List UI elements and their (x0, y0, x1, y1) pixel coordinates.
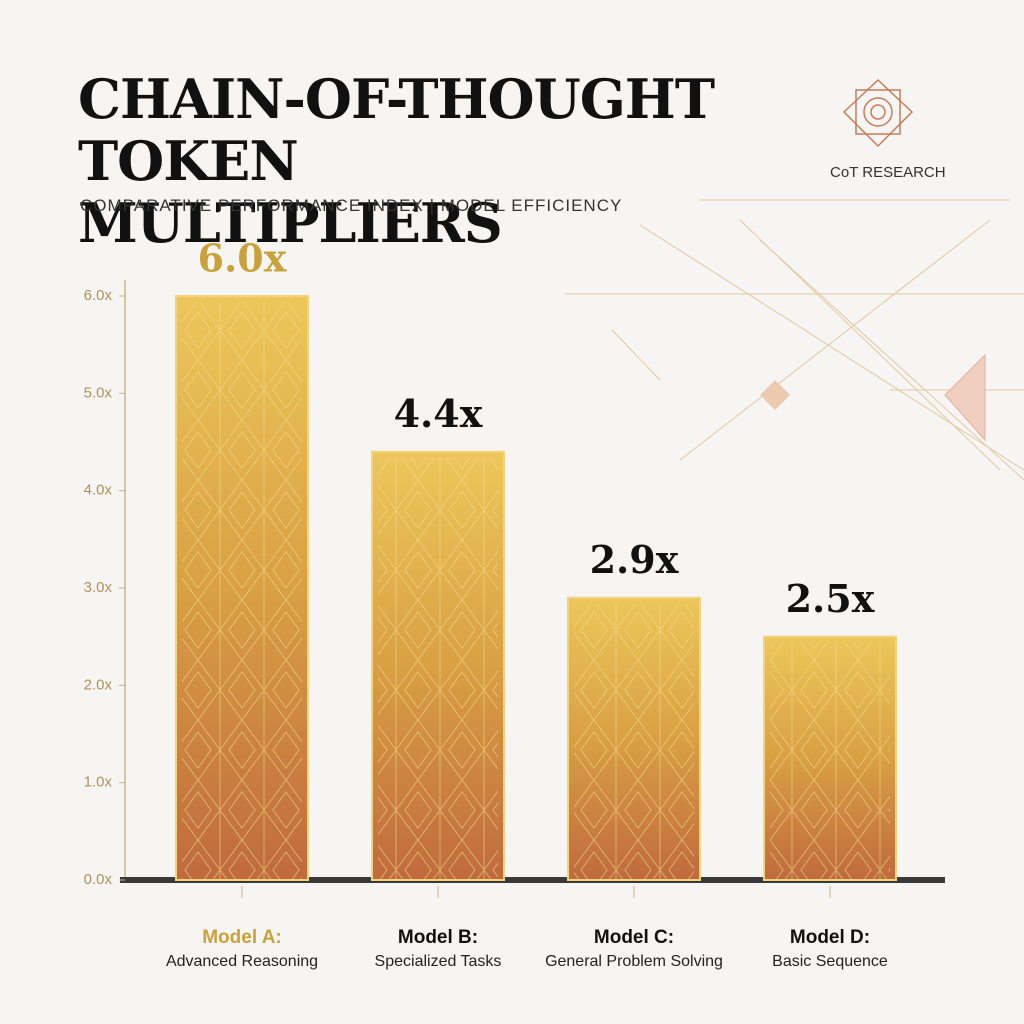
value-label: 2.9x (590, 537, 679, 582)
y-tick-label: 3.0x (84, 579, 113, 596)
y-tick-label: 1.0x (84, 774, 113, 791)
value-label: 2.5x (786, 576, 875, 621)
y-tick-label: 5.0x (84, 384, 113, 401)
y-tick-label: 2.0x (84, 676, 113, 693)
category-description: Advanced Reasoning (166, 953, 318, 970)
bar-pattern (574, 603, 694, 880)
y-tick-label: 4.0x (84, 482, 113, 499)
bar-pattern (770, 642, 890, 880)
chart-title: CHAIN-OF-THOUGHT TOKEN MULTIPLIERS (78, 67, 715, 255)
x-tick-label: Model D: (790, 927, 870, 948)
decoration (565, 199, 1024, 481)
brand: CoT RESEARCH (830, 164, 946, 181)
y-tick-label: 0.0x (84, 871, 113, 888)
y-tick-label: 6.0x (84, 287, 113, 304)
category-description: Specialized Tasks (375, 953, 502, 970)
category-description: General Problem Solving (545, 953, 723, 970)
bar-pattern (378, 457, 498, 880)
category-description: Basic Sequence (772, 953, 888, 970)
value-label: 6.0x (198, 236, 287, 281)
x-tick-label: Model C: (594, 927, 674, 948)
x-tick-label: Model A: (202, 927, 282, 948)
value-label: 4.4x (394, 391, 483, 436)
chart-subtitle: COMPARATIVE PERFORMANCE INDEX | MODEL EF… (80, 196, 623, 215)
x-tick-label: Model B: (398, 927, 478, 948)
logo (842, 78, 914, 148)
bar-pattern (182, 302, 302, 880)
